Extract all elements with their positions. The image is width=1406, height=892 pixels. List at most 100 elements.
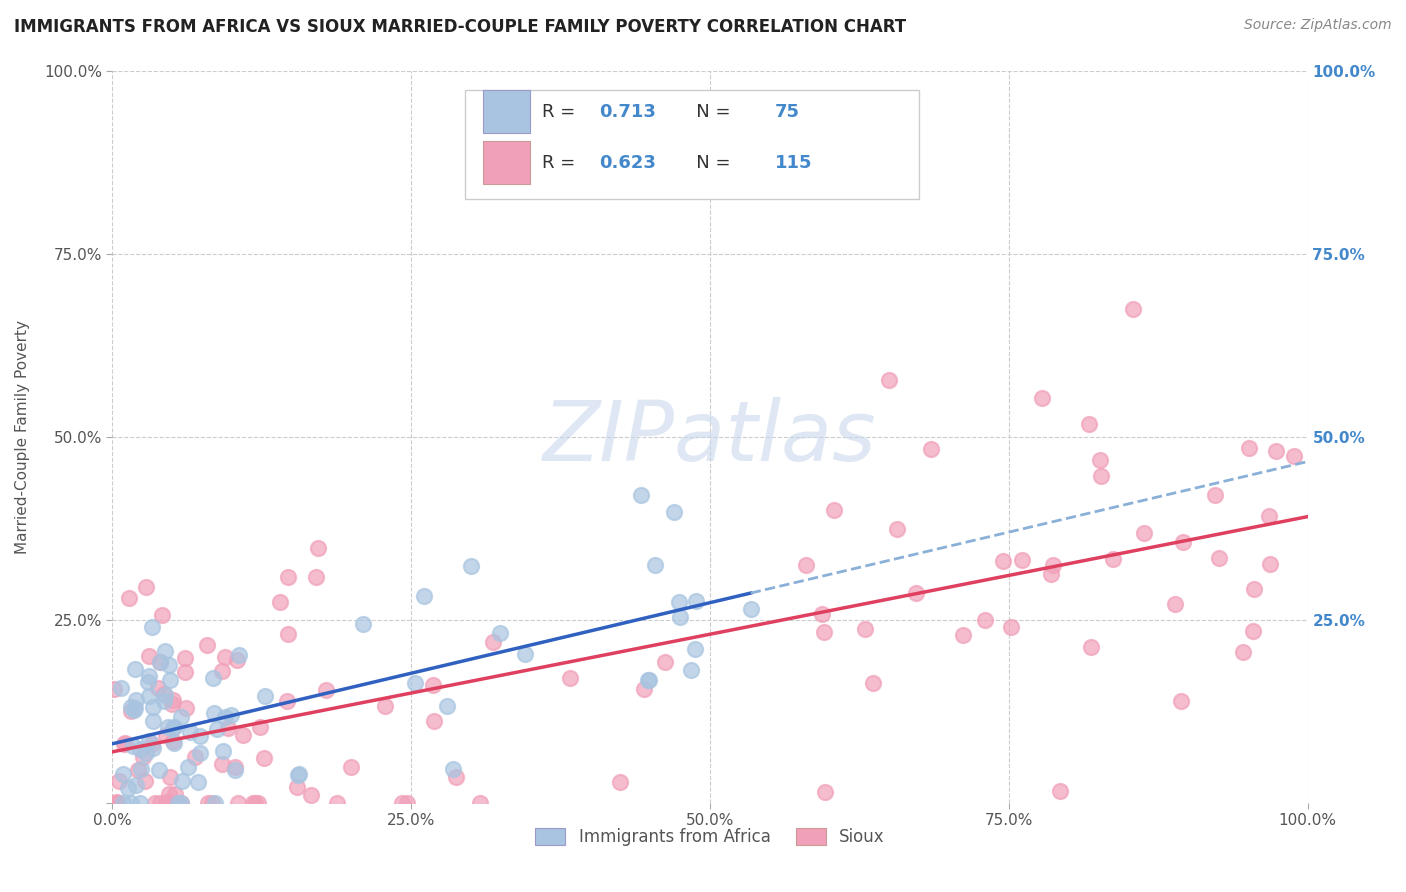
Point bbox=[879, 373, 901, 387]
Legend: Immigrants from Africa, Sioux: Immigrants from Africa, Sioux bbox=[529, 822, 891, 853]
Point bbox=[219, 707, 242, 722]
Point bbox=[148, 681, 170, 695]
Point bbox=[128, 741, 150, 756]
Point bbox=[441, 763, 464, 777]
Point bbox=[668, 595, 690, 609]
Point bbox=[177, 760, 200, 774]
Point bbox=[211, 757, 233, 772]
Point bbox=[1000, 620, 1022, 634]
Point bbox=[188, 746, 211, 760]
Point bbox=[170, 796, 193, 810]
Point bbox=[326, 796, 349, 810]
Point bbox=[862, 676, 884, 690]
Point bbox=[1049, 784, 1071, 798]
Point bbox=[1132, 526, 1154, 541]
Point bbox=[205, 722, 228, 736]
Point bbox=[391, 796, 413, 810]
Point bbox=[143, 796, 166, 810]
Point bbox=[558, 671, 581, 685]
Point bbox=[315, 682, 337, 697]
Point bbox=[122, 702, 145, 716]
FancyBboxPatch shape bbox=[465, 90, 920, 200]
Point bbox=[886, 522, 908, 536]
Point bbox=[141, 620, 163, 634]
Point bbox=[630, 488, 652, 502]
Point bbox=[1258, 558, 1281, 572]
Point bbox=[214, 649, 236, 664]
Point bbox=[107, 773, 129, 788]
Point bbox=[287, 768, 309, 782]
Point bbox=[513, 647, 536, 661]
Point bbox=[1170, 694, 1192, 708]
Point bbox=[120, 796, 142, 810]
Point bbox=[142, 699, 165, 714]
Point bbox=[134, 774, 156, 789]
Point bbox=[288, 767, 311, 781]
Point bbox=[135, 746, 157, 760]
Point bbox=[269, 595, 291, 609]
Point bbox=[202, 671, 225, 685]
Point bbox=[413, 589, 436, 603]
Point bbox=[157, 788, 180, 802]
Point bbox=[1163, 597, 1185, 611]
Point bbox=[920, 442, 942, 456]
Point bbox=[174, 701, 197, 715]
Point bbox=[124, 700, 146, 714]
Point bbox=[142, 740, 165, 755]
Point bbox=[285, 780, 308, 794]
Point bbox=[138, 689, 160, 703]
Point bbox=[307, 541, 329, 555]
Point bbox=[148, 764, 170, 778]
Point bbox=[163, 720, 186, 734]
Point bbox=[214, 710, 236, 724]
Point bbox=[110, 681, 132, 695]
Point bbox=[796, 558, 818, 573]
Point bbox=[156, 720, 179, 734]
Point bbox=[654, 655, 676, 669]
Point bbox=[299, 788, 322, 802]
Text: R =: R = bbox=[541, 103, 581, 120]
Text: 0.713: 0.713 bbox=[599, 103, 655, 120]
Point bbox=[135, 580, 157, 594]
Point bbox=[1011, 553, 1033, 567]
Point bbox=[245, 796, 267, 810]
Point bbox=[224, 760, 246, 774]
Point bbox=[165, 787, 187, 801]
Point bbox=[157, 657, 180, 672]
Point bbox=[1031, 391, 1053, 405]
Point bbox=[226, 796, 249, 810]
Point bbox=[156, 796, 179, 810]
Point bbox=[162, 733, 184, 747]
Point bbox=[232, 729, 254, 743]
Point bbox=[1258, 509, 1281, 524]
Point bbox=[200, 796, 222, 810]
Point bbox=[112, 796, 135, 810]
Point bbox=[114, 736, 136, 750]
Point bbox=[637, 673, 659, 687]
Point bbox=[127, 763, 149, 777]
Point bbox=[609, 775, 631, 789]
Point bbox=[125, 778, 148, 792]
Point bbox=[352, 616, 374, 631]
Point bbox=[217, 721, 239, 735]
Point bbox=[105, 795, 128, 809]
Point bbox=[277, 570, 299, 584]
Point bbox=[103, 681, 125, 696]
Point bbox=[305, 570, 328, 584]
FancyBboxPatch shape bbox=[484, 141, 530, 185]
Point bbox=[1122, 302, 1144, 317]
Point bbox=[664, 505, 686, 519]
Point bbox=[153, 688, 176, 702]
Point bbox=[138, 669, 160, 683]
Point bbox=[1237, 442, 1260, 456]
Point bbox=[460, 559, 482, 574]
Point bbox=[482, 635, 505, 649]
Point bbox=[103, 796, 125, 810]
Point bbox=[211, 665, 233, 679]
Point bbox=[204, 796, 226, 810]
Point bbox=[253, 689, 276, 703]
Point bbox=[187, 775, 209, 789]
Point bbox=[404, 675, 426, 690]
Point bbox=[253, 751, 276, 765]
Point bbox=[153, 687, 176, 701]
